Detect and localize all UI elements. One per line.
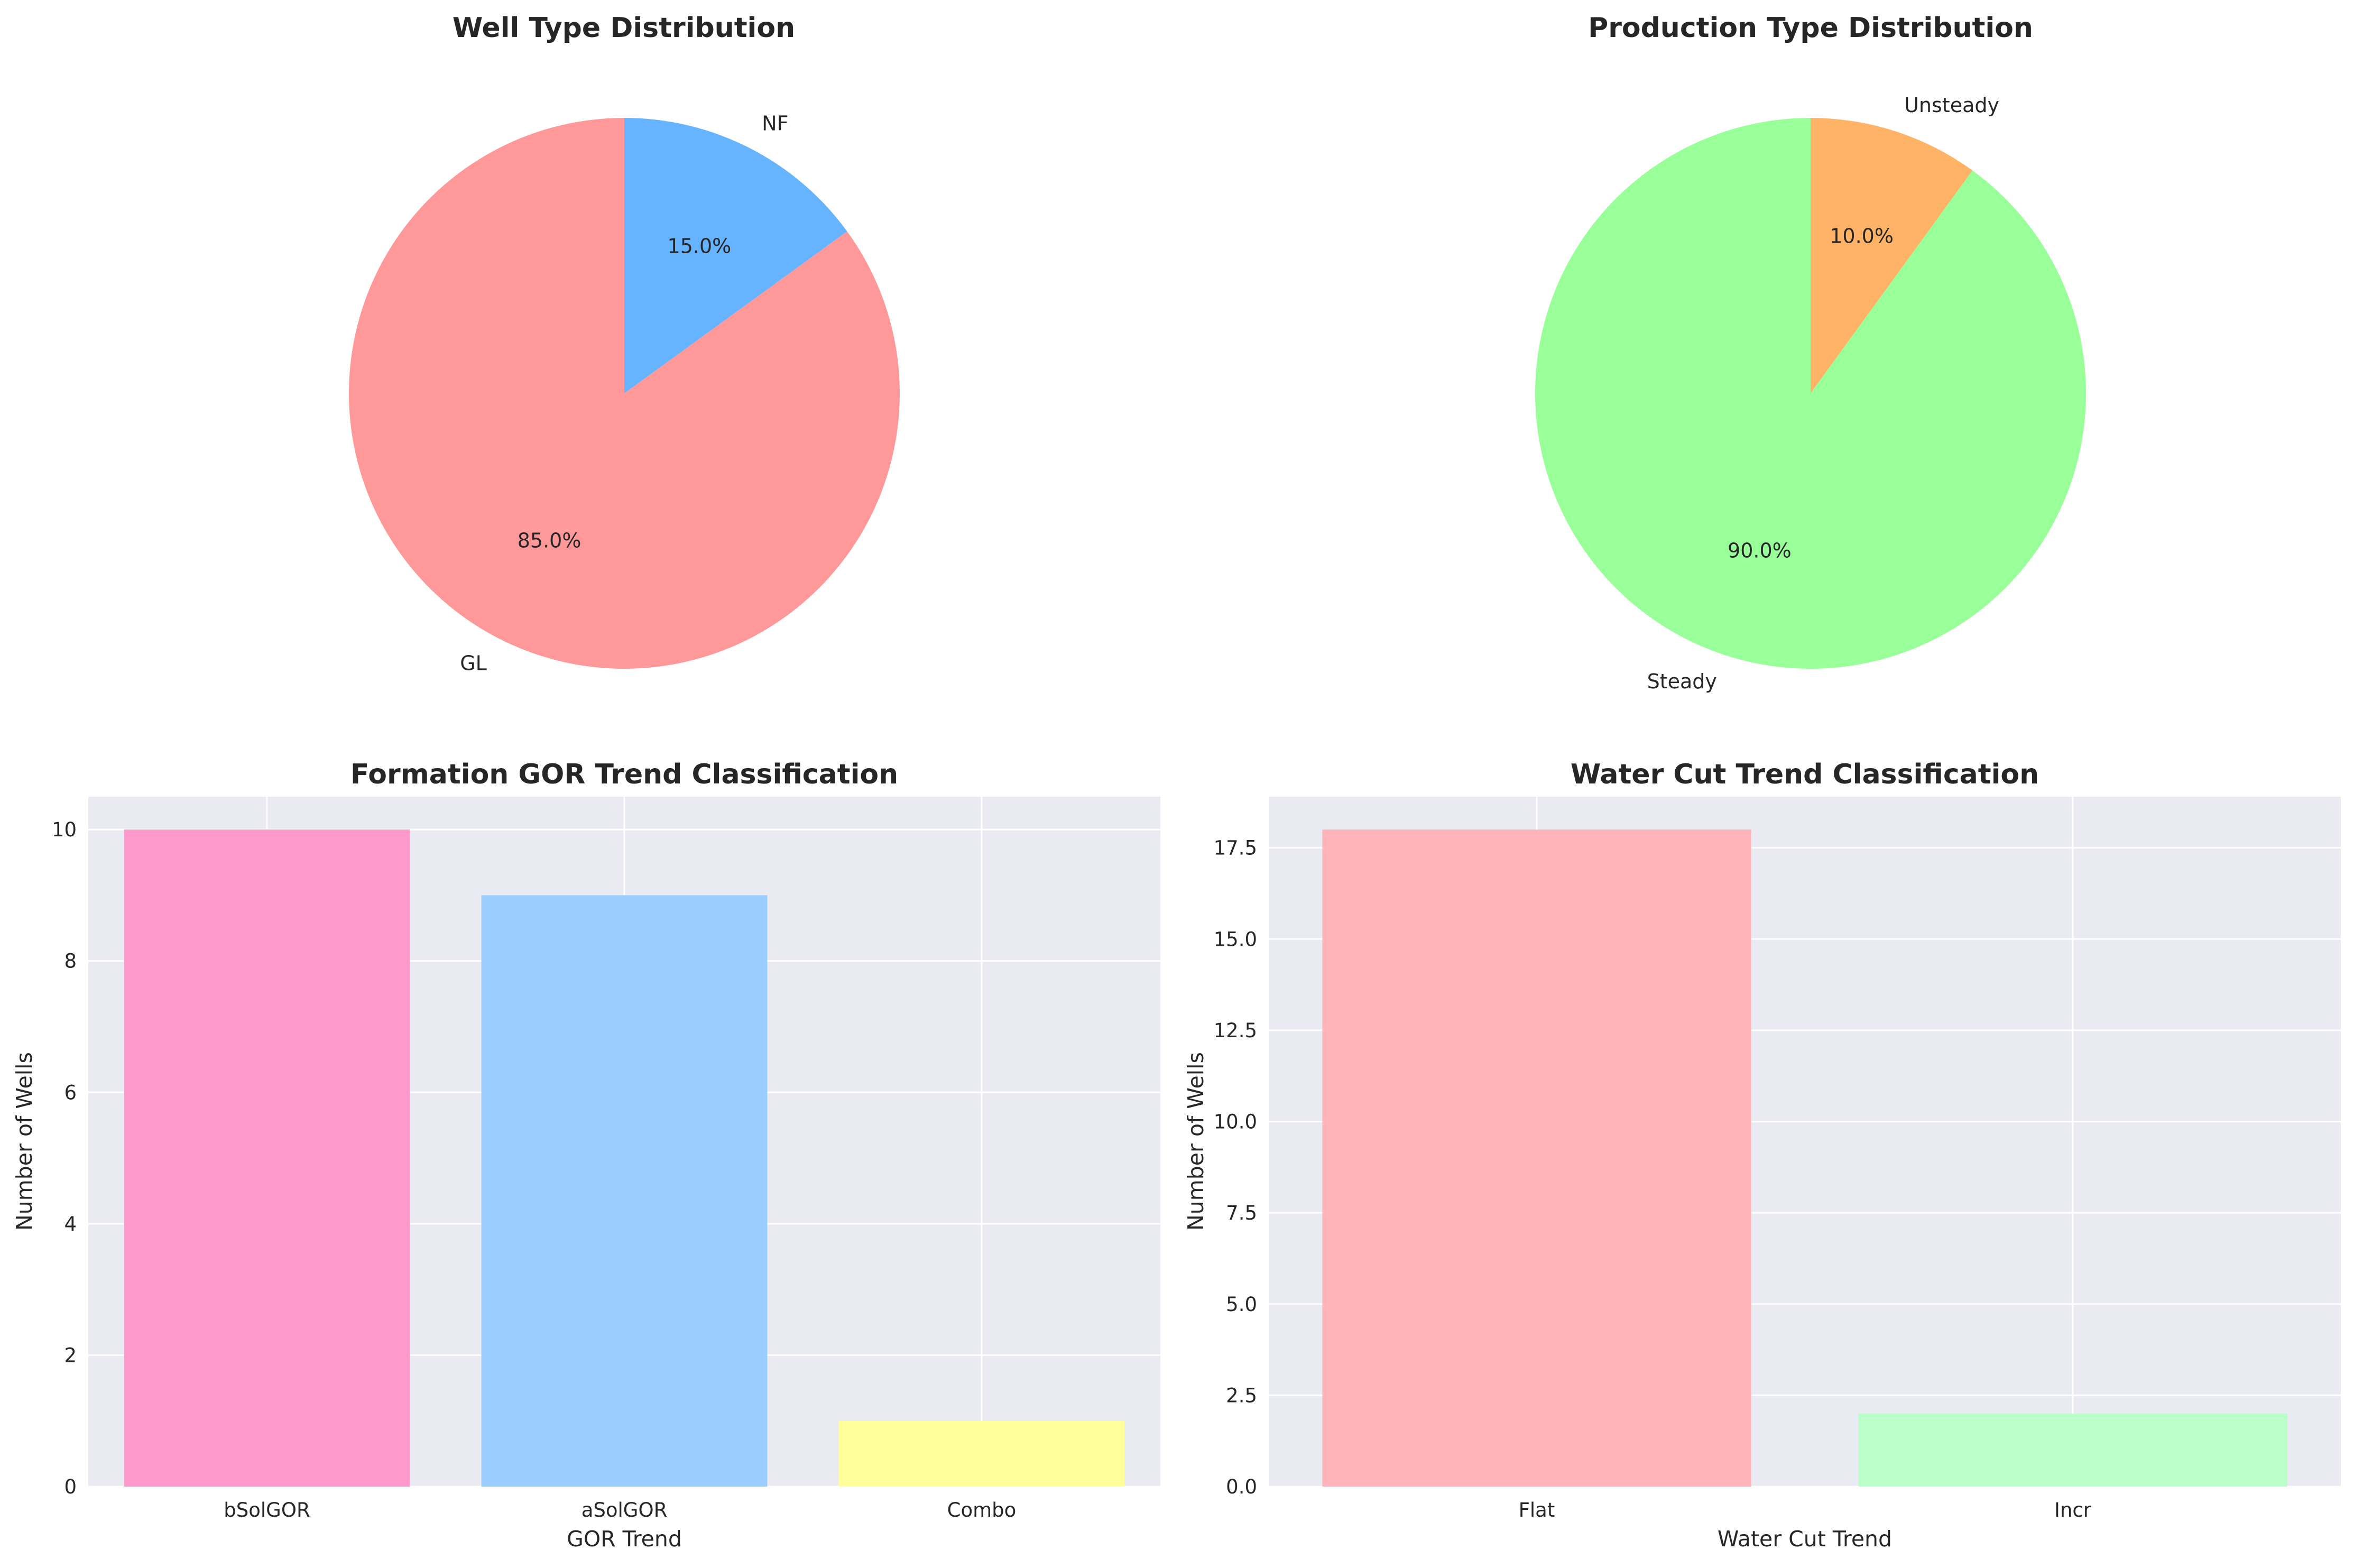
y-tick-label: 10 [52, 818, 77, 841]
bar-asolgor [481, 895, 768, 1487]
y-axis-label: Number of Wells [1183, 1052, 1208, 1231]
pie-slice-nf [624, 118, 847, 393]
y-tick-label: 6 [64, 1081, 77, 1104]
slice-percent-nf: 15.0% [668, 234, 732, 257]
bar-bsolgor [124, 829, 410, 1487]
x-axis-label: Water Cut Trend [1718, 1526, 1892, 1552]
y-tick-label: 0.0 [1226, 1475, 1257, 1498]
slice-label-unsteady: Unsteady [1904, 94, 1999, 117]
slice-label-nf: NF [762, 112, 788, 135]
pie-slice-steady [1535, 118, 2086, 669]
pie-slice-unsteady [1811, 118, 1973, 393]
slice-label-steady: Steady [1647, 670, 1717, 693]
y-tick-label: 4 [64, 1213, 77, 1235]
slice-label-gl: GL [460, 652, 487, 675]
y-tick-label: 12.5 [1214, 1019, 1257, 1042]
well-type-pie-chart: Well Type Distribution NF 15.0% GL 85.0% [348, 12, 900, 675]
x-tick-label: Flat [1519, 1499, 1555, 1521]
y-tick-label: 5.0 [1226, 1293, 1257, 1316]
y-tick-label: 17.5 [1214, 837, 1257, 860]
y-tick-label: 8 [64, 950, 77, 973]
x-tick-label: aSolGOR [581, 1499, 668, 1521]
y-tick-label: 2.5 [1226, 1384, 1257, 1407]
y-axis-label: Number of Wells [12, 1052, 37, 1231]
bars [1322, 829, 2287, 1487]
y-tick-label: 2 [64, 1344, 77, 1367]
chart-title: Water Cut Trend Classification [1571, 759, 2039, 790]
y-tick-labels: 0.0 2.5 5.0 7.5 10.0 12.5 15.0 17.5 [1214, 837, 1257, 1498]
x-axis-label: GOR Trend [567, 1526, 682, 1552]
chart-title: Formation GOR Trend Classification [350, 759, 898, 790]
slice-percent-gl: 85.0% [518, 529, 581, 552]
y-tick-label: 10.0 [1214, 1111, 1257, 1133]
x-tick-label: Combo [947, 1499, 1017, 1521]
chart-title: Well Type Distribution [453, 12, 795, 44]
x-tick-labels: Flat Incr [1519, 1499, 2092, 1521]
x-tick-label: Incr [2054, 1499, 2092, 1521]
chart-title: Production Type Distribution [1588, 12, 2033, 44]
bars [124, 829, 1125, 1487]
slice-percent-unsteady: 10.0% [1830, 225, 1894, 248]
bar-flat [1322, 829, 1751, 1487]
water-cut-trend-bar-chart: 0.0 2.5 5.0 7.5 10.0 12.5 15.0 17.5 Flat Incr Wa… [1183, 759, 2341, 1552]
x-tick-label: bSolGOR [224, 1499, 310, 1521]
bar-combo [838, 1421, 1125, 1487]
y-tick-label: 7.5 [1226, 1202, 1257, 1224]
pie-slice-gl [348, 118, 900, 669]
x-tick-labels: bSolGOR aSolGOR Combo [224, 1499, 1016, 1521]
bar-incr [1858, 1413, 2287, 1487]
gor-trend-bar-chart: 0 2 4 6 8 10 bSolGOR aSolGOR Combo Formation GO… [12, 759, 1160, 1552]
slice-percent-steady: 90.0% [1728, 539, 1792, 562]
y-tick-label: 15.0 [1214, 928, 1257, 951]
y-tick-label: 0 [64, 1475, 77, 1498]
y-tick-labels: 0 2 4 6 8 10 [52, 818, 77, 1498]
production-type-pie-chart: Production Type Distribution Unsteady 10.… [1535, 12, 2086, 693]
